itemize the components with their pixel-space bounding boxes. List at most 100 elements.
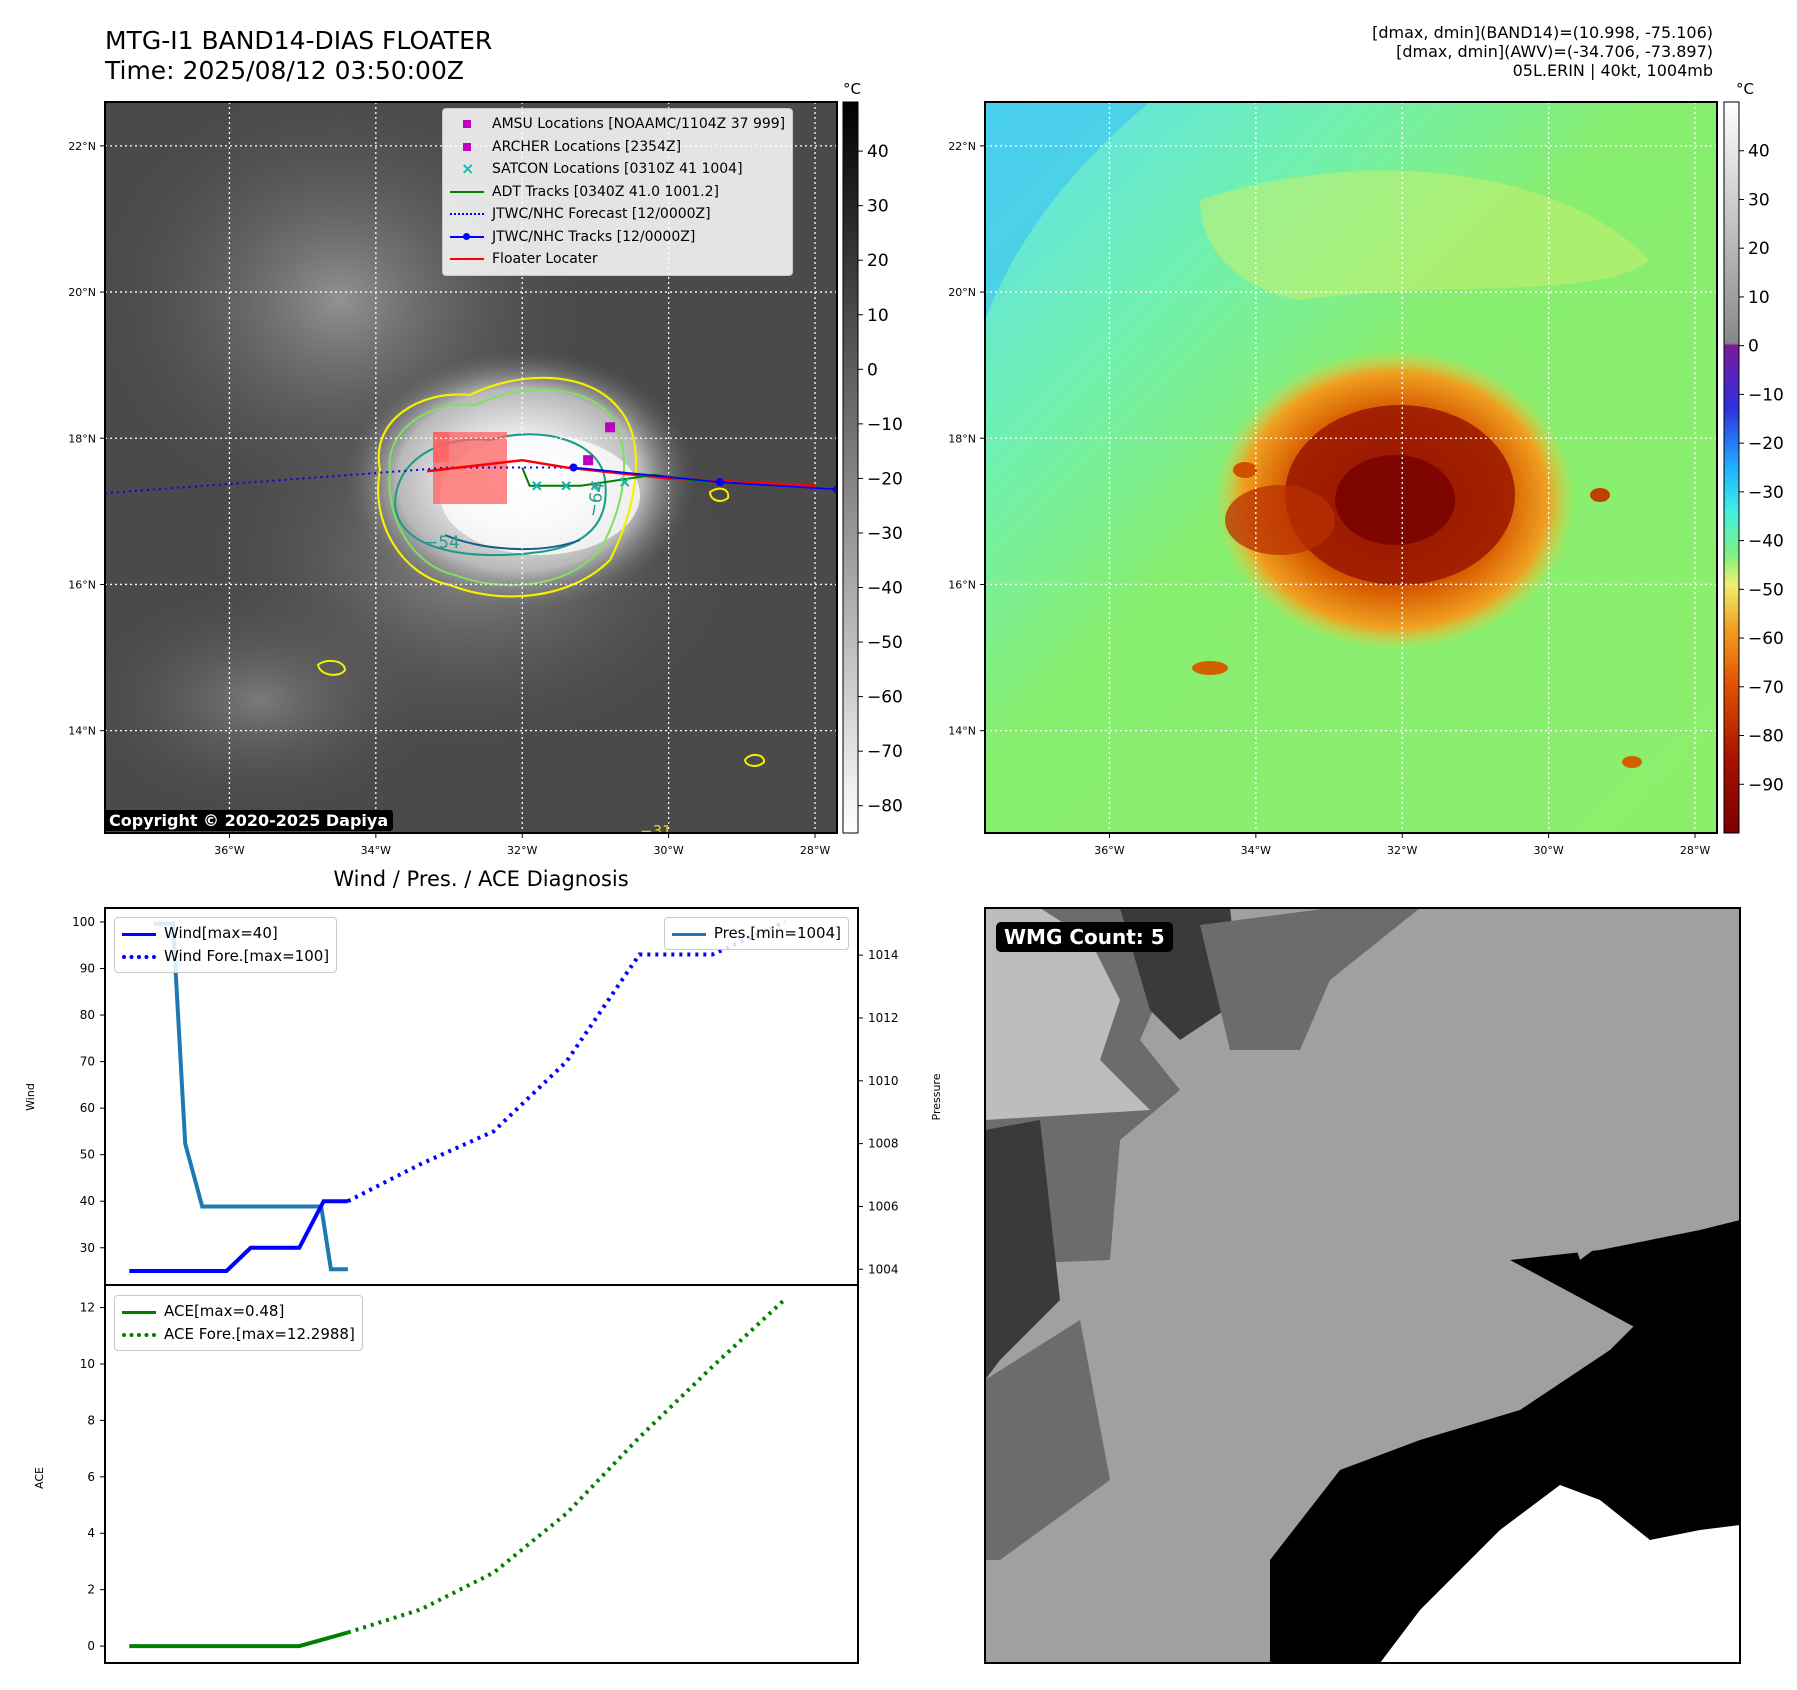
- ir-lon-tick-label: 32°W: [507, 844, 537, 857]
- ir-lon-tick-label: 36°W: [214, 844, 244, 857]
- color-colorbar: °C 40 30 20 10 0 −10 −20 −30 −40 −50 −60 −70 −80 −90: [1723, 80, 1784, 834]
- map-legend-swatch: [450, 140, 484, 154]
- map-legend-item: JTWC/NHC Tracks [12/0000Z]: [450, 226, 785, 249]
- ir-contour-yellow: [316, 659, 347, 676]
- ir-colorbar-tick-label: −70: [867, 742, 903, 762]
- series-ace-fore: [347, 1297, 787, 1635]
- satcon-location-marker: [532, 480, 542, 491]
- color-map-warm-region: [1200, 170, 1650, 300]
- color-map-cell: [1233, 462, 1257, 478]
- ir-colorbar-tick-label: 20: [867, 251, 889, 271]
- color-colorbar-tick-label: 30: [1748, 190, 1770, 210]
- legend-wind-label: Wind[max=40]: [164, 924, 278, 942]
- ir-colorbar-tick-label: −30: [867, 524, 903, 544]
- map-legend-item: Floater Locater: [450, 248, 785, 271]
- legend-pres: Pres.[min=1004]: [671, 922, 841, 945]
- figure-info: [dmax, dmin](BAND14)=(10.998, -75.106) […: [1372, 23, 1713, 80]
- color-colorbar-tick-label: −10: [1748, 385, 1784, 405]
- archer-location-marker: [583, 455, 594, 466]
- map-legend-item: × SATCON Locations [0310Z 41 1004]: [450, 158, 785, 181]
- wind-legend: Wind[max=40] Wind Fore.[max=100]: [114, 917, 338, 973]
- wmg-region: [1200, 908, 1420, 1050]
- color-lon-tick-label: 34°W: [1241, 844, 1271, 857]
- series-wind-fore: [346, 920, 786, 1203]
- map-legend-label: AMSU Locations [NOAAMC/1104Z 37 999]: [492, 116, 786, 132]
- color-lat-tick-label: 20°N: [948, 286, 976, 299]
- color-map-cell: [1622, 756, 1642, 768]
- ace-swatch: [122, 1305, 156, 1319]
- ace-axis-tick-label: 10: [80, 1357, 95, 1371]
- wind-fore-swatch: [122, 950, 156, 964]
- ace-axis-tick-label: 0: [87, 1639, 95, 1653]
- ir-contour-yellow: [708, 487, 730, 502]
- map-legend-item: AMSU Locations [NOAAMC/1104Z 37 999]: [450, 113, 785, 136]
- color-lat-tick-label: 18°N: [948, 432, 976, 445]
- color-lat-tick-label: 22°N: [948, 140, 976, 153]
- wind-axis-label: Wind: [24, 1083, 37, 1111]
- ir-colorbar-tick-label: −50: [867, 633, 903, 653]
- color-colorbar-tick-label: −70: [1748, 678, 1784, 698]
- series-pres: [153, 921, 348, 1272]
- color-gridlines: [985, 102, 1717, 833]
- wmg-region: [1510, 1220, 1740, 1330]
- wind-axis-tick-label: 100: [72, 915, 95, 929]
- color-colorbar-tick-label: 0: [1748, 337, 1759, 357]
- ir-colorbar-ticks: 40 30 20 10 0 −10 −20 −30 −40 −50 −60 −70 −80: [858, 142, 903, 817]
- ace-axis-tick-label: 12: [80, 1301, 95, 1315]
- wmg-panel: [984, 907, 1741, 1664]
- color-lon-tick-label: 28°W: [1680, 844, 1710, 857]
- color-colorbar-tick-label: −50: [1748, 580, 1784, 600]
- ir-colorbar-unit: °C: [843, 80, 861, 98]
- wind-axis-tick-label: 50: [80, 1148, 95, 1162]
- map-legend: AMSU Locations [NOAAMC/1104Z 37 999] ARCH…: [442, 108, 794, 276]
- ir-colorbar-gradient: [842, 101, 859, 834]
- map-legend-swatch: [450, 230, 484, 244]
- ir-map-frame: [104, 101, 838, 834]
- ir-lon-tick-label: 30°W: [653, 844, 683, 857]
- color-lon-tick-label: 36°W: [1094, 844, 1124, 857]
- ir-lat-tick-label: 22°N: [68, 140, 96, 153]
- amsu-location-marker: [605, 422, 616, 433]
- color-lat-tick-label: 16°N: [948, 578, 976, 591]
- map-legend-label: ADT Tracks [0340Z 41.0 1001.2]: [492, 183, 719, 200]
- wmg-region: [985, 908, 1150, 1120]
- pressure-axis-ticks: 1014 1012 1010 1008 1006 1004: [858, 948, 899, 1276]
- legend-ace: ACE[max=0.48]: [122, 1300, 355, 1323]
- legend-wind: Wind[max=40]: [122, 922, 329, 945]
- legend-ace-label: ACE[max=0.48]: [164, 1302, 285, 1320]
- ace-axis-tick-label: 4: [87, 1526, 95, 1540]
- ace-axis-tick-label: 2: [87, 1583, 95, 1597]
- jtwc-track-point: [569, 463, 578, 472]
- color-colorbar-gradient: [1723, 101, 1740, 834]
- wmg-region: [985, 1320, 1110, 1560]
- wind-axis-tick-label: 60: [80, 1101, 95, 1115]
- ir-colorbar-tick-label: −20: [867, 469, 903, 489]
- ace-axis-tick-label: 8: [87, 1413, 95, 1427]
- ir-colorbar-tick-label: 0: [867, 360, 878, 380]
- pres-swatch: [671, 927, 706, 941]
- pressure-axis-tick-label: 1006: [868, 1199, 899, 1213]
- color-lat-tick-label: 14°N: [948, 725, 976, 738]
- wind-axis-ticks: 100 90 80 70 60 50 40 30: [72, 915, 105, 1255]
- ir-colorbar-tick-label: −10: [867, 415, 903, 435]
- legend-ace-fore: ACE Fore.[max=12.2988]: [122, 1323, 355, 1346]
- satcon-location-marker: [561, 480, 571, 491]
- wind-axis-tick-label: 40: [80, 1194, 95, 1208]
- color-colorbar-tick-label: −80: [1748, 727, 1784, 747]
- title-line-1: MTG-I1 BAND14-DIAS FLOATER: [105, 26, 493, 55]
- wmg-region: [1570, 1230, 1600, 1260]
- wind-axis-tick-label: 30: [80, 1241, 95, 1255]
- jtwc-track-point: [715, 478, 724, 487]
- ace-series: [129, 1297, 787, 1649]
- color-axis-ticks: 22°N 20°N 18°N 16°N 14°N 36°W 34°W 32°W 30°W 28°W: [948, 140, 1710, 857]
- legend-pres-label: Pres.[min=1004]: [713, 924, 841, 942]
- color-map-frame: [984, 101, 1718, 834]
- wind-axis-tick-label: 90: [80, 962, 95, 976]
- map-legend-item: ADT Tracks [0340Z 41.0 1001.2]: [450, 181, 785, 204]
- legend-ace-fore-label: ACE Fore.[max=12.2988]: [164, 1325, 355, 1343]
- ir-colorbar-tick-label: 30: [867, 197, 889, 217]
- color-colorbar-tick-label: 10: [1748, 288, 1770, 308]
- map-legend-label: Floater Locater: [492, 251, 598, 267]
- color-map-cell: [1192, 661, 1228, 675]
